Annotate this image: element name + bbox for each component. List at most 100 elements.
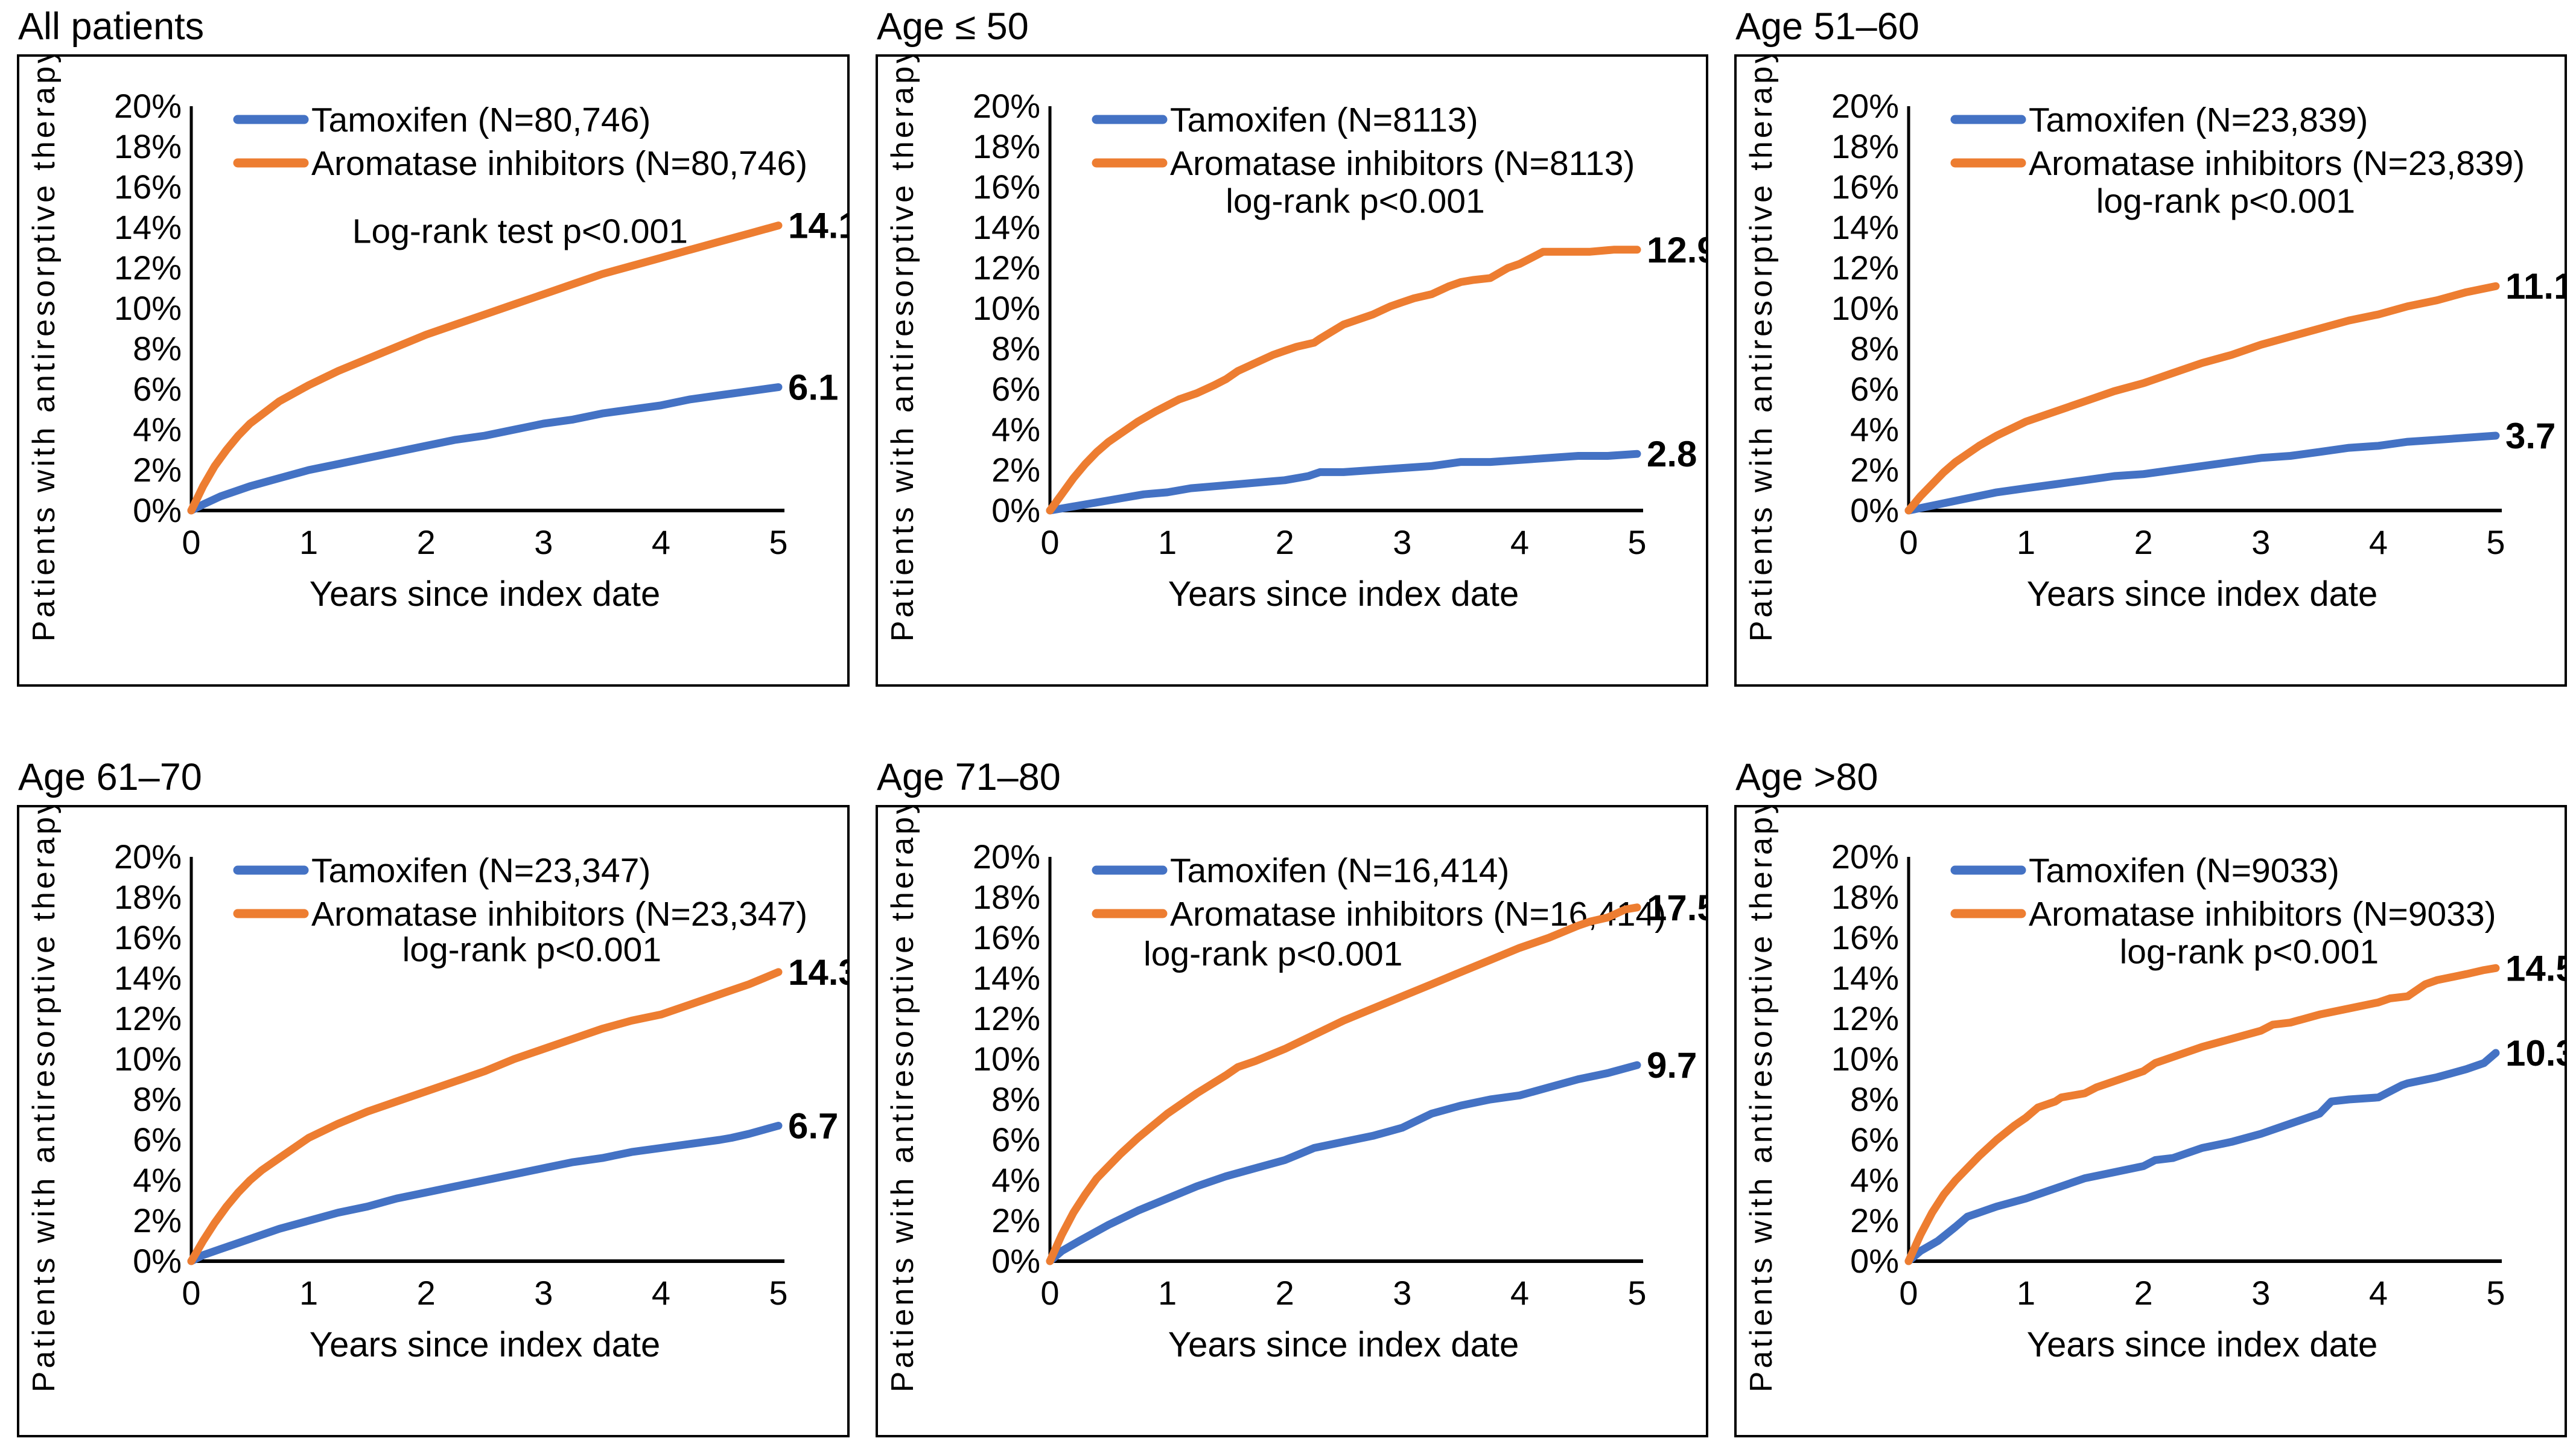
chart-box: 0% 2% 4% 6% 8% 10% 12% 14% 16% 18% 20% 0 1 2 3 4 5 Years … — [876, 805, 1708, 1437]
x-tick-label: 2 — [1276, 1274, 1294, 1312]
y-tick-label: 0% — [991, 491, 1040, 529]
y-tick-label: 0% — [1850, 491, 1899, 529]
chart-svg-6: 0%2%4%6%8%10%12%14%16%18%20% 0 1 2 3 4 5 Years … — [1744, 807, 2565, 1392]
y-tick-label: 6% — [991, 1121, 1040, 1159]
y-tick-label: 8% — [991, 1080, 1040, 1118]
x-axis-title: Years since index date — [1168, 1325, 1519, 1364]
y-axis-title: Patients with antiresorptive therapy (%) — [885, 57, 920, 641]
y-tick-label: 12% — [973, 999, 1040, 1037]
y-tick-label: 18% — [114, 878, 182, 916]
end-value-label-tamoxifen_blue: 10.3 — [2505, 1033, 2565, 1073]
legend-label: Aromatase inhibitors (N=80,746) — [311, 144, 807, 183]
x-tick-label: 3 — [534, 1274, 553, 1312]
y-tick-label: 4% — [991, 410, 1040, 448]
legend-label: Tamoxifen (N=23,839) — [2029, 101, 2368, 139]
x-tick-label: 1 — [2017, 1274, 2035, 1312]
y-tick-label: 0% — [133, 491, 182, 529]
x-axis-title: Years since index date — [2027, 574, 2377, 614]
y-tick-label: 8% — [991, 329, 1040, 367]
y-tick-label: 18% — [1831, 127, 1899, 165]
y-tick-label: 20% — [973, 87, 1040, 125]
y-axis-title: Patients with antiresorptive therapy (%) — [885, 807, 920, 1392]
y-tick-label: 12% — [114, 999, 182, 1037]
x-tick-label: 5 — [769, 1274, 787, 1312]
y-tick-label: 18% — [1831, 878, 1899, 916]
y-tick-label: 6% — [1850, 370, 1899, 408]
panel-title: Age 71–80 — [877, 756, 1061, 798]
y-tick-label: 6% — [133, 1121, 182, 1159]
chart-svg-1: 0%2%4%6%8%10%12%14%16%18%20% 0 1 2 3 4 5 Years … — [27, 57, 847, 641]
legend-label: Tamoxifen (N=8113) — [1170, 101, 1478, 139]
y-tick-label: 20% — [1831, 838, 1899, 876]
x-tick-label: 4 — [652, 523, 670, 561]
y-tick-label: 10% — [114, 1040, 182, 1078]
chart-svg-3: 0%2%4%6%8%10%12%14%16%18%20% 0 1 2 3 4 5 Years … — [1744, 57, 2565, 641]
x-tick-label: 5 — [1627, 1274, 1646, 1312]
y-tick-label: 12% — [1831, 999, 1899, 1037]
legend-label: Aromatase inhibitors (N=8113) — [1170, 144, 1635, 183]
chart-box: 0% 2% 4% 6% 8% 10% 12% 14% 16% 18% 20% 0 1 2 3 4 5 Years … — [1734, 805, 2567, 1437]
x-axis-title: Years since index date — [310, 1325, 660, 1364]
panel-title: Age 51–60 — [1735, 5, 1919, 48]
x-tick-label: 4 — [2369, 523, 2388, 561]
x-tick-label: 0 — [182, 1274, 200, 1312]
legend-label: Tamoxifen (N=80,746) — [311, 101, 650, 139]
chart-svg-2: 0%2%4%6%8%10%12%14%16%18%20% 0 1 2 3 4 5 Years … — [885, 57, 1706, 641]
y-tick-label: 8% — [1850, 329, 1899, 367]
y-tick-label: 20% — [114, 838, 182, 876]
x-tick-label: 1 — [2017, 523, 2035, 561]
log-rank-annotation: log-rank p<0.001 — [2120, 932, 2379, 971]
end-value-label-aromatase_orange: 12.9 — [1647, 230, 1706, 270]
x-tick-label: 0 — [1040, 1274, 1059, 1312]
chart-svg-4: 0%2%4%6%8%10%12%14%16%18%20% 0 1 2 3 4 5 Years … — [27, 807, 847, 1392]
x-tick-label: 0 — [182, 523, 200, 561]
log-rank-annotation: log-rank p<0.001 — [2096, 182, 2355, 220]
y-tick-label: 12% — [1831, 249, 1899, 287]
chart-panel-3: Age 51–60 0% 2% 4% 6% 8% 10% 12% 14% 16% 18% 20% 0 1… — [1717, 0, 2576, 722]
legend-label: Tamoxifen (N=16,414) — [1170, 851, 1509, 890]
curve-aromatase_orange — [1904, 964, 2500, 1265]
y-tick-label: 4% — [1850, 410, 1899, 448]
y-tick-label: 12% — [973, 249, 1040, 287]
log-rank-annotation: log-rank p<0.001 — [402, 930, 661, 969]
x-axis-title: Years since index date — [2027, 1325, 2377, 1364]
y-tick-label: 18% — [973, 127, 1040, 165]
chart-panel-4: Age 61–70 0% 2% 4% 6% 8% 10% 12% 14% 16% 18% 20% 0 1… — [0, 722, 859, 1444]
y-tick-label: 10% — [1831, 1040, 1899, 1078]
chart-panel-6: Age >80 0% 2% 4% 6% 8% 10% 12% 14% 16% 18% 20% 0 1 2 3… — [1717, 722, 2576, 1444]
y-tick-label: 2% — [133, 1201, 182, 1239]
chart-box: 0% 2% 4% 6% 8% 10% 12% 14% 16% 18% 20% 0 1 2 3 4 5 Years … — [876, 54, 1708, 687]
x-tick-label: 5 — [769, 523, 787, 561]
x-tick-label: 5 — [2486, 523, 2505, 561]
y-axis-title: Patients with antiresorptive therapy (%) — [27, 807, 62, 1392]
y-tick-label: 2% — [133, 451, 182, 489]
chart-panel-1: All patients 0% 2% 4% 6% 8% 10% 12% 14% 16% 18% 20… — [0, 0, 859, 722]
x-tick-label: 2 — [2134, 1274, 2153, 1312]
end-value-label-tamoxifen_blue: 9.7 — [1647, 1045, 1697, 1086]
legend-label: Aromatase inhibitors (N=9033) — [2029, 895, 2496, 934]
y-tick-label: 6% — [991, 370, 1040, 408]
x-tick-label: 3 — [1393, 1274, 1411, 1312]
y-tick-label: 20% — [973, 838, 1040, 876]
y-tick-label: 8% — [1850, 1080, 1899, 1118]
y-tick-label: 14% — [1831, 959, 1899, 997]
x-tick-label: 3 — [1393, 523, 1411, 561]
y-tick-label: 4% — [133, 1161, 182, 1199]
y-axis-title: Patients with antiresorptive therapy (%) — [1744, 807, 1779, 1392]
y-tick-label: 18% — [973, 878, 1040, 916]
chart-box: 0% 2% 4% 6% 8% 10% 12% 14% 16% 18% 20% 0 1 2 3 4 5 Years … — [17, 805, 850, 1437]
panel-title: Age 61–70 — [18, 756, 202, 798]
x-tick-label: 4 — [1510, 1274, 1529, 1312]
curve-aromatase_orange — [1904, 282, 2500, 515]
legend-label: Aromatase inhibitors (N=16,414) — [1170, 895, 1666, 934]
y-axis-title: Patients with antiresorptive therapy (%) — [1744, 57, 1779, 641]
y-tick-label: 4% — [991, 1161, 1040, 1199]
curve-tamoxifen_blue — [187, 1122, 783, 1265]
y-tick-label: 6% — [133, 370, 182, 408]
x-tick-label: 4 — [1510, 523, 1529, 561]
y-tick-label: 0% — [991, 1242, 1040, 1280]
y-tick-label: 4% — [133, 410, 182, 448]
y-tick-label: 2% — [1850, 451, 1899, 489]
y-tick-label: 10% — [973, 1040, 1040, 1078]
end-value-label-aromatase_orange: 17.5 — [1647, 888, 1706, 928]
